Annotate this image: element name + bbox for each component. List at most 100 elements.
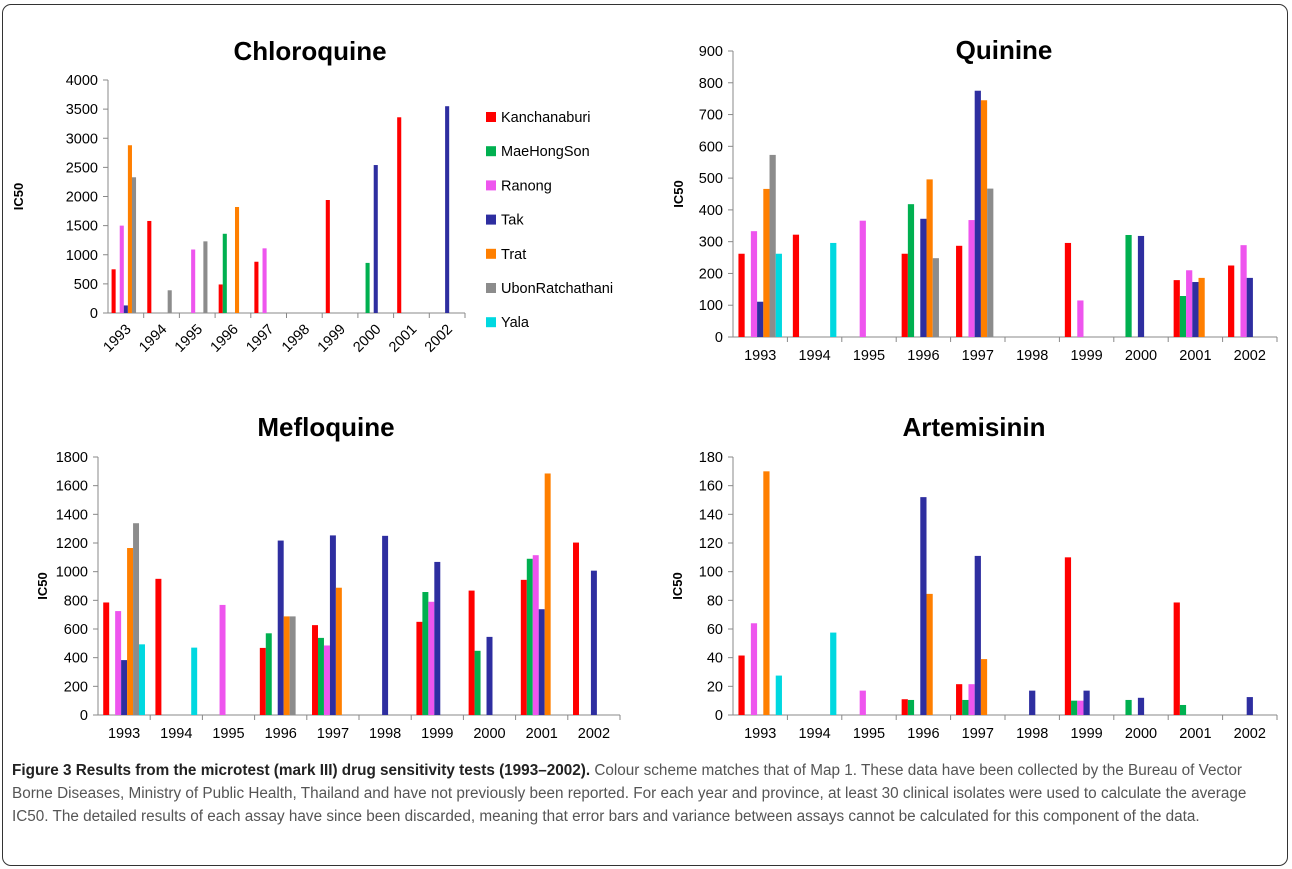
y-tick-label: 40 [707,651,723,667]
x-tick-label: 1995 [853,726,885,742]
x-tick-label: 1998 [1016,348,1048,364]
legend-label-tak: Tak [501,213,524,229]
chart-mefloquine: Mefloquine IC50 0 200 400 600 800 1000 1200 1400 1… [35,412,621,742]
bar-kanchanaburi-1993 [738,655,745,715]
x-tick-label: 1999 [315,322,349,356]
bar-trat-1993 [763,471,770,715]
bar-tak-2002 [590,570,597,715]
bar-ranong-1997 [968,220,975,337]
y-tick-label: 3000 [66,131,98,147]
x-tick-label: 1996 [265,726,297,742]
y-tick-label: 1800 [56,450,88,466]
bar-kanchanaburi-1999 [1064,242,1072,337]
bar-kanchanaburi-1994 [155,578,162,715]
bar-ranong-2001 [532,555,539,715]
y-axis-label: IC50 [671,180,686,207]
bar-kanchanaburi-1993 [103,602,110,715]
chart-quinine: Quinine IC50 0 100 200 300 400 500 600 700 800 900 1… [671,35,1278,364]
bar-tak-1997 [974,90,981,337]
bar-tak-1999 [434,561,441,715]
caption-title: Figure 3 Results from the microtest (mar… [12,762,591,779]
legend-label-ubonratchathani: UbonRatchathani [501,281,613,297]
chart-title: Quinine [956,35,1053,65]
bar-ubonratchathani-1993 [131,177,137,313]
bar-ranong-1995 [859,690,866,715]
y-tick-label: 1400 [56,507,88,523]
y-tick-label: 900 [699,44,723,60]
bar-kanchanaburi-2001 [1173,602,1180,715]
bar-kanchanaburi-1997 [312,625,318,715]
bar-maehongson-2000 [365,262,370,313]
y-tick-label: 400 [64,651,88,667]
bar-kanchanaburi-1996 [901,253,908,337]
bar-ubonratchathani-1996 [289,616,296,715]
bar-yala-1993 [775,253,782,337]
bar-kanchanaburi-1999 [325,200,330,313]
x-tick-label: 2000 [1125,726,1157,742]
y-tick-label: 200 [64,679,88,695]
legend-label-maehongson: MaeHongSon [501,144,590,160]
legend-label-ranong: Ranong [501,178,552,194]
x-tick-label: 2002 [422,322,456,356]
x-tick-label: 1998 [1016,726,1048,742]
x-tick-label: 1997 [962,348,994,364]
bar-kanchanaburi-1996 [218,284,223,313]
x-tick-label: 2000 [1125,348,1157,364]
bar-kanchanaburi-1993 [111,269,116,313]
bar-ubonratchathani-1995 [203,241,208,313]
legend-label-trat: Trat [501,247,526,263]
x-tick-label: 2001 [1179,726,1211,742]
x-tick-label: 2001 [1179,348,1211,364]
bar-kanchanaburi-1993 [738,253,745,337]
bar-trat-1997 [980,100,988,337]
x-tick-label: 1998 [279,322,313,356]
bar-tak-1998 [382,535,389,715]
bar-tak-2000 [373,165,378,313]
x-tick-label: 1994 [798,726,830,742]
bar-kanchanaburi-2002 [573,542,579,715]
bar-kanchanaburi-1999 [416,621,423,715]
bar-kanchanaburi-1994 [792,234,800,337]
bar-tak-1998 [1029,690,1036,715]
bar-tak-2002 [1246,277,1253,337]
x-tick-label: 1997 [243,322,277,356]
x-tick-label: 1995 [853,348,885,364]
bar-kanchanaburi-2001 [1173,280,1180,337]
bar-trat-1996 [926,593,933,715]
y-tick-label: 400 [699,203,723,219]
bar-kanchanaburi-1997 [254,261,259,313]
bar-kanchanaburi-1996 [901,699,908,715]
y-tick-label: 4000 [66,73,98,89]
y-tick-label: 60 [707,622,723,638]
bar-yala-1994 [191,647,198,715]
bar-kanchanaburi-1997 [956,684,963,715]
legend-label-yala: Yala [501,315,530,331]
bar-kanchanaburi-1999 [1064,557,1072,715]
bar-ranong-1999 [1077,700,1084,715]
x-tick-label: 1994 [798,348,830,364]
x-tick-label: 2001 [386,322,420,356]
x-tick-label: 1999 [421,726,453,742]
y-tick-label: 180 [699,450,723,466]
x-tick-label: 2002 [1234,726,1266,742]
bar-trat-1997 [335,587,342,715]
bar-trat-2001 [544,473,551,715]
bar-kanchanaburi-2001 [397,117,402,313]
y-tick-label: 2000 [66,190,98,206]
bar-maehongson-2000 [474,650,481,715]
bar-trat-1996 [283,616,290,715]
bar-tak-1996 [920,497,927,715]
y-tick-label: 500 [699,171,723,187]
y-tick-label: 1200 [56,536,88,552]
x-tick-label: 2002 [1234,348,1266,364]
x-tick-label: 1994 [136,322,170,356]
chart-chloroquine: Chloroquine IC50 0 500 1000 1500 2000 2500 3000 3… [11,36,466,356]
y-tick-label: 0 [715,708,723,724]
bar-maehongson-1999 [422,592,429,715]
legend-swatch-tak [486,214,496,225]
legend-swatch-trat [486,248,496,259]
bar-trat-1993 [127,548,134,715]
bar-tak-1996 [920,218,927,337]
legend-swatch-ubonratchathani [486,283,496,293]
bar-maehongson-1996 [222,233,227,313]
